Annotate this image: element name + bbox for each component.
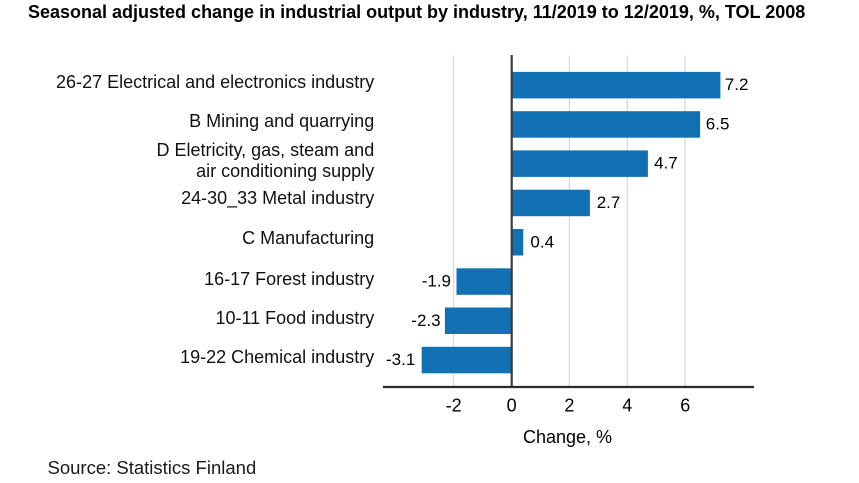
svg-text:0.4: 0.4 [530,232,554,251]
svg-text:4.7: 4.7 [654,154,678,173]
svg-text:-3.1: -3.1 [386,350,415,369]
svg-text:2.7: 2.7 [597,193,621,212]
svg-text:Change, %: Change, % [523,427,612,447]
svg-text:-2: -2 [446,396,462,416]
svg-text:2: 2 [564,396,574,416]
svg-text:4: 4 [622,396,632,416]
svg-text:-1.9: -1.9 [422,272,451,291]
svg-text:-2.3: -2.3 [411,311,440,330]
svg-text:7.2: 7.2 [725,75,749,94]
svg-text:0: 0 [507,396,517,416]
svg-text:6: 6 [680,396,690,416]
svg-text:6.5: 6.5 [706,114,730,133]
